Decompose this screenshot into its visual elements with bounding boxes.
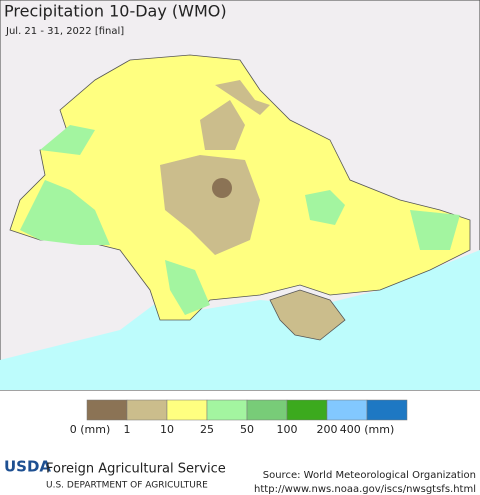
legend: 0 (mm) 1 10 25 50 100 200 400 (mm) [70, 399, 408, 436]
driest-area [212, 178, 232, 198]
map [0, 0, 480, 391]
dry-area [160, 155, 260, 255]
sea [0, 250, 480, 390]
agency: Foreign Agricultural Service [46, 462, 226, 477]
dry-area [200, 100, 245, 150]
wet-area [410, 210, 460, 250]
legend-label: 25 [200, 423, 214, 436]
legend-label: 200 [317, 423, 338, 436]
wet-area [40, 125, 95, 155]
legend-label: 0 (mm) [70, 423, 111, 436]
wet-area [305, 190, 345, 225]
wet-area [165, 260, 210, 315]
legend-label: 50 [240, 423, 254, 436]
legend-label: 100 [277, 423, 298, 436]
legend-label: 1 [124, 423, 131, 436]
title: Precipitation 10-Day (WMO) [4, 2, 227, 21]
legend-label: 10 [160, 423, 174, 436]
dry-area [215, 80, 270, 115]
source: Source: World Meteorological Organizatio… [263, 470, 476, 481]
legend-swatch [286, 399, 328, 421]
legend-label: 400 (mm) [340, 423, 395, 436]
subtitle: Jul. 21 - 31, 2022 [final] [5, 26, 124, 37]
legend-swatch [166, 399, 208, 421]
legend-swatch [326, 399, 368, 421]
wet-area [20, 180, 110, 245]
legend-swatch [246, 399, 288, 421]
logo: USDA [4, 458, 51, 476]
url: http://www.nws.noaa.gov/iscs/nwsgtsfs.ht… [254, 484, 476, 495]
legend-swatch [126, 399, 168, 421]
logo-box [4, 458, 42, 480]
legend-swatch [366, 399, 408, 421]
legend-swatch [206, 399, 248, 421]
crimea [269, 289, 346, 341]
department: U.S. DEPARTMENT OF AGRICULTURE [46, 481, 208, 491]
legend-swatch [86, 399, 128, 421]
